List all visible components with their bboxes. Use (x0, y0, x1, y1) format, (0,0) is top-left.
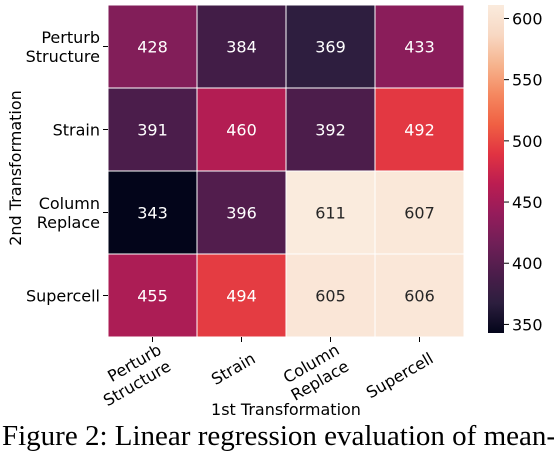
colorbar-tick-label: 400 (512, 254, 543, 273)
cell-value-label: 384 (226, 38, 257, 57)
cell-value-label: 606 (404, 287, 435, 306)
heatmap-cell (374, 253, 465, 338)
heatmap-cell (374, 170, 465, 255)
y-tick-label: Perturb Structure (26, 28, 100, 66)
cell-value-label: 460 (226, 121, 257, 140)
cell-value-label: 607 (404, 204, 435, 223)
x-tick-label: Supercell (363, 349, 437, 402)
x-tick-label: Strain (208, 349, 259, 389)
x-tick-label: PerturbStructure (91, 340, 174, 410)
heatmap-cell-labels: 428 384 369 433 391 460 392 492 343 396 611 607 455 4… (137, 38, 435, 306)
heatmap-cell (107, 253, 198, 338)
heatmap-cell (374, 4, 465, 89)
x-axis-label: 1st Transformation (211, 400, 361, 419)
cell-value-label: 396 (226, 204, 257, 223)
heatmap-cell (285, 4, 376, 89)
heatmap-cell (374, 87, 465, 172)
heatmap-chart: 428 384 369 433 391 460 392 492 343 396 611 607 455 4… (6, 4, 543, 419)
cell-value-label: 605 (315, 287, 346, 306)
heatmap-cell (196, 4, 287, 89)
heatmap-cells (107, 4, 465, 338)
cell-value-label: 611 (315, 204, 346, 223)
y-tick-label: Supercell (26, 287, 100, 306)
cell-value-label: 391 (137, 121, 168, 140)
y-axis-label: 2nd Transformation (6, 90, 25, 246)
cell-value-label: 455 (137, 287, 168, 306)
cell-value-label: 433 (404, 38, 435, 57)
x-tick-label: ColumnReplace (278, 340, 352, 405)
colorbar-tick-label: 350 (512, 315, 543, 334)
figure-caption: Figure 2: Linear regression evaluation o… (2, 420, 554, 452)
heatmap-cell (196, 87, 287, 172)
colorbar-tick-label: 450 (512, 193, 543, 212)
colorbar-tick-label: 550 (512, 71, 543, 90)
heatmap-cell (107, 87, 198, 172)
y-tick-label: Column Replace (37, 194, 100, 232)
colorbar (488, 5, 504, 333)
cell-value-label: 494 (226, 287, 257, 306)
colorbar-ticks: 350 400 450 500 550 600 (504, 9, 543, 334)
colorbar-tick-label: 500 (512, 132, 543, 151)
cell-value-label: 392 (315, 121, 346, 140)
heatmap-cell (196, 253, 287, 338)
cell-value-label: 492 (404, 121, 435, 140)
heatmap-cell (107, 4, 198, 89)
y-axis-tick-labels: Perturb Structure Strain Column Replace Super… (26, 28, 108, 306)
y-tick-label: Strain (53, 121, 100, 140)
cell-value-label: 369 (315, 38, 346, 57)
colorbar-tick-label: 600 (512, 9, 543, 28)
heatmap-cell (196, 170, 287, 255)
cell-value-label: 343 (137, 204, 168, 223)
cell-value-label: 428 (137, 38, 168, 57)
